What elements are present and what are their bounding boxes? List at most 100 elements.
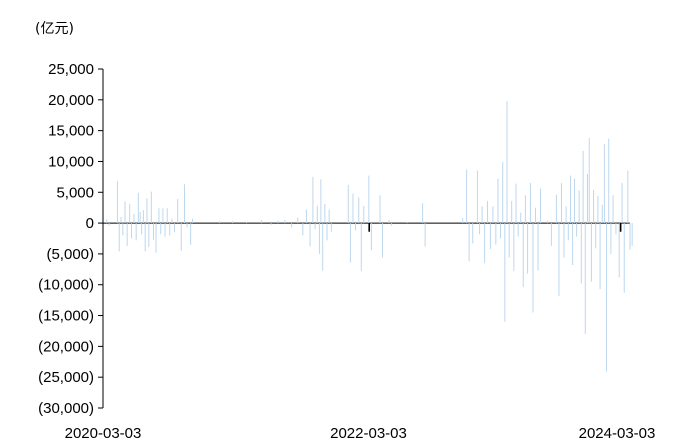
bar (118, 223, 120, 252)
bar (472, 223, 474, 244)
bar (191, 218, 193, 224)
bar (506, 101, 508, 224)
bar (618, 223, 620, 278)
bar (370, 223, 372, 251)
bar (513, 223, 515, 272)
bar (593, 189, 595, 224)
bar (468, 223, 470, 262)
bar (186, 223, 188, 228)
bar (131, 223, 132, 239)
bar (511, 200, 513, 224)
bar (567, 223, 569, 241)
bar (558, 223, 560, 296)
bar (580, 223, 582, 284)
bar (623, 223, 625, 293)
y-tick-label: 25,000 (48, 61, 94, 78)
bar (153, 223, 154, 240)
x-tick-label: 2020-03-03 (65, 425, 142, 442)
bar (476, 170, 478, 224)
bar (291, 223, 293, 228)
bar (563, 223, 565, 258)
bar (508, 223, 510, 258)
unit-label: (亿元) (35, 21, 74, 37)
bar (479, 223, 481, 235)
x-tick-label: 2022-03-03 (330, 425, 407, 442)
bar (495, 223, 497, 245)
bar (606, 223, 608, 372)
bar (150, 191, 152, 224)
bar (270, 223, 272, 225)
bar (324, 203, 326, 224)
bar (481, 206, 483, 224)
bar (232, 221, 233, 224)
bar (164, 223, 166, 237)
y-tick-label: (30,000) (38, 400, 94, 417)
bars-main-series (106, 101, 633, 372)
bar (160, 223, 162, 235)
bar (584, 223, 586, 335)
bar (522, 223, 524, 288)
bar (122, 223, 124, 236)
bar (629, 223, 631, 250)
bar (527, 223, 529, 274)
bar (305, 209, 307, 224)
bar (314, 223, 316, 230)
bar (277, 220, 279, 224)
bar (631, 223, 633, 246)
bar (368, 175, 370, 224)
bar (171, 218, 173, 224)
bar (368, 223, 371, 232)
bar (320, 179, 322, 224)
y-tick-label: (10,000) (38, 277, 94, 294)
bar (219, 221, 221, 224)
bar (520, 212, 522, 224)
bar (550, 223, 552, 246)
bar (166, 208, 168, 224)
bar (588, 138, 590, 224)
bar (180, 223, 182, 251)
bar (382, 223, 384, 258)
bar (573, 178, 575, 224)
bar (326, 223, 328, 241)
bar (355, 223, 356, 231)
bar (379, 195, 381, 224)
bar (312, 176, 314, 224)
bar (133, 213, 135, 224)
bar (284, 220, 286, 224)
bar (120, 216, 122, 224)
x-tick-label: 2024-03-03 (579, 425, 656, 442)
bar (515, 183, 517, 224)
y-tick-label: (5,000) (46, 246, 94, 263)
y-tick-label: 15,000 (48, 123, 94, 140)
bar (190, 223, 192, 245)
bar (297, 217, 299, 224)
bar (546, 220, 548, 224)
bar (328, 209, 330, 224)
bar (135, 223, 137, 241)
bar (627, 170, 629, 224)
bar (302, 223, 304, 236)
bar (347, 184, 349, 224)
bar (599, 223, 601, 290)
bar (612, 195, 614, 224)
bar (619, 223, 622, 232)
bar (158, 208, 160, 224)
bar (316, 205, 318, 224)
bar (524, 195, 526, 224)
bar (330, 223, 332, 232)
bar (484, 223, 486, 264)
bar (595, 223, 597, 249)
y-tick-label: 10,000 (48, 153, 94, 170)
bar (529, 183, 531, 224)
bar (424, 223, 426, 247)
bar (318, 223, 320, 254)
bar (466, 169, 468, 224)
bar (504, 223, 506, 322)
bar (487, 200, 489, 224)
bar (608, 138, 610, 224)
bar (173, 223, 175, 233)
bar (582, 150, 584, 224)
y-axis: 25,000 20,000 15,000 10,000 5,000 0 (5,000) (10… (38, 61, 104, 417)
bar (489, 223, 491, 249)
